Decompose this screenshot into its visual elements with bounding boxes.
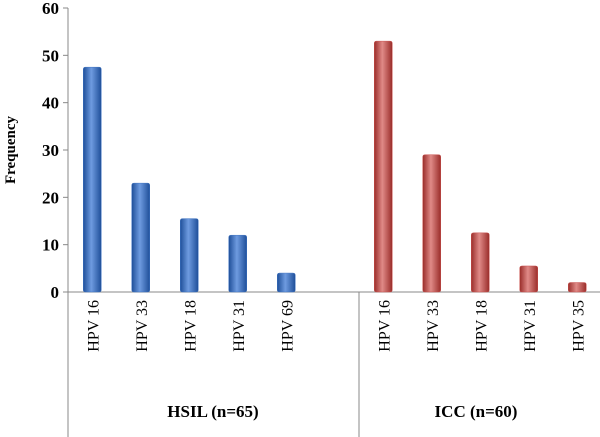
bar-hsil-hpv-31 <box>229 235 247 292</box>
bar-icc-hpv-18 <box>471 233 489 292</box>
y-tick-label: 50 <box>42 46 59 65</box>
x-category-label: HPV 31 <box>522 300 539 352</box>
x-category-label: HPV 16 <box>376 300 393 352</box>
bar-hsil-hpv-18 <box>180 219 198 292</box>
x-category-label: HPV 35 <box>570 300 587 352</box>
bar-hsil-hpv-69 <box>277 273 295 292</box>
group-label-hsil: HSIL (n=65) <box>167 402 258 421</box>
x-category-label: HPV 18 <box>473 300 490 352</box>
y-tick-label: 30 <box>42 141 59 160</box>
y-tick-label: 0 <box>51 283 60 302</box>
x-category-label: HPV 33 <box>425 300 442 352</box>
group-label-icc: ICC (n=60) <box>435 402 518 421</box>
y-tick-label: 10 <box>42 236 59 255</box>
y-tick-label: 20 <box>42 188 59 207</box>
bar-icc-hpv-16 <box>374 41 392 292</box>
x-category-label: HPV 31 <box>231 300 248 352</box>
y-tick-label: 60 <box>42 0 59 18</box>
x-category-label: HPV 16 <box>85 300 102 352</box>
bar-icc-hpv-33 <box>423 155 441 292</box>
y-axis-title: Frequency <box>3 115 19 184</box>
y-tick-label: 40 <box>42 94 59 113</box>
x-category-label: HPV 69 <box>279 300 296 352</box>
bar-icc-hpv-31 <box>520 266 538 292</box>
bar-hsil-hpv-16 <box>83 67 101 292</box>
x-category-label: HPV 33 <box>134 300 151 352</box>
bar-icc-hpv-35 <box>568 283 586 292</box>
x-category-label: HPV 18 <box>182 300 199 352</box>
bar-hsil-hpv-33 <box>132 183 150 292</box>
